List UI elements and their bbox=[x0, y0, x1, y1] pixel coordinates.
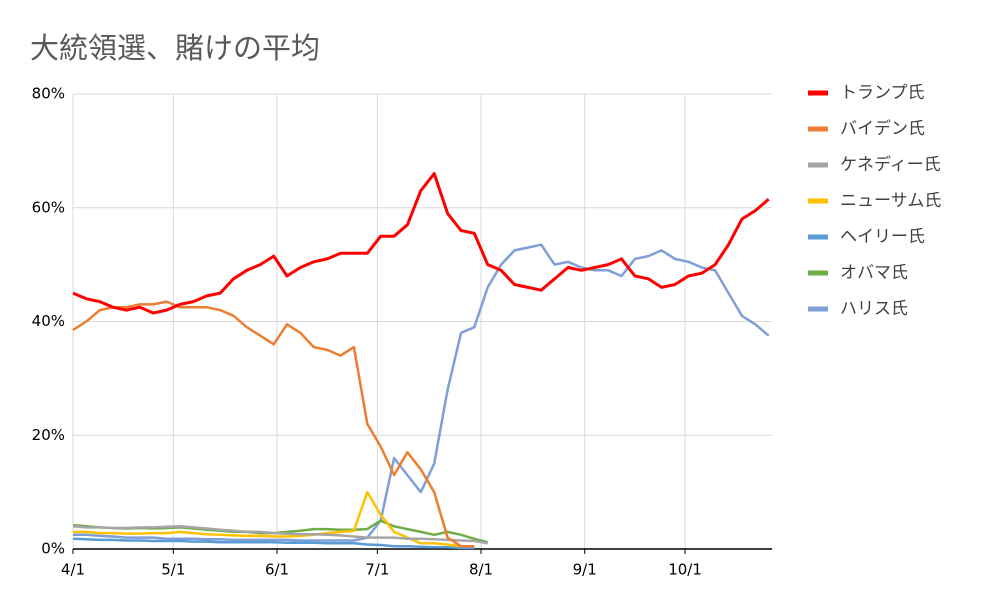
legend-label: ケネディー氏 bbox=[840, 154, 941, 175]
legend-label: ニューサム氏 bbox=[840, 191, 941, 211]
chart-title: 大統領選、賭けの平均 bbox=[30, 31, 320, 65]
y-tick-label: 40% bbox=[32, 312, 65, 330]
x-tick-label: 8/1 bbox=[469, 561, 493, 579]
legend-label: オバマ氏 bbox=[840, 263, 908, 283]
x-tick-label: 5/1 bbox=[161, 561, 185, 579]
series-line bbox=[72, 300, 475, 548]
series-line bbox=[72, 172, 770, 315]
x-tick-label: 6/1 bbox=[265, 561, 289, 579]
series-line bbox=[73, 243, 770, 542]
x-tick-label: 7/1 bbox=[365, 561, 389, 579]
legend-label: ハリス氏 bbox=[840, 299, 908, 319]
x-tick-label: 9/1 bbox=[573, 561, 597, 579]
y-tick-label: 60% bbox=[32, 198, 65, 216]
y-tick-label: 80% bbox=[32, 85, 65, 103]
x-tick-label: 4/1 bbox=[61, 561, 85, 579]
x-tick-label: 10/1 bbox=[668, 561, 702, 579]
y-tick-label: 20% bbox=[32, 426, 65, 444]
y-tick-label: 0% bbox=[41, 540, 65, 558]
legend-label: トランプ氏 bbox=[840, 83, 925, 103]
legend-label: バイデン氏 bbox=[840, 118, 925, 139]
series-line bbox=[72, 525, 488, 545]
legend-label: ヘイリー氏 bbox=[840, 227, 925, 247]
series-line bbox=[72, 537, 475, 550]
